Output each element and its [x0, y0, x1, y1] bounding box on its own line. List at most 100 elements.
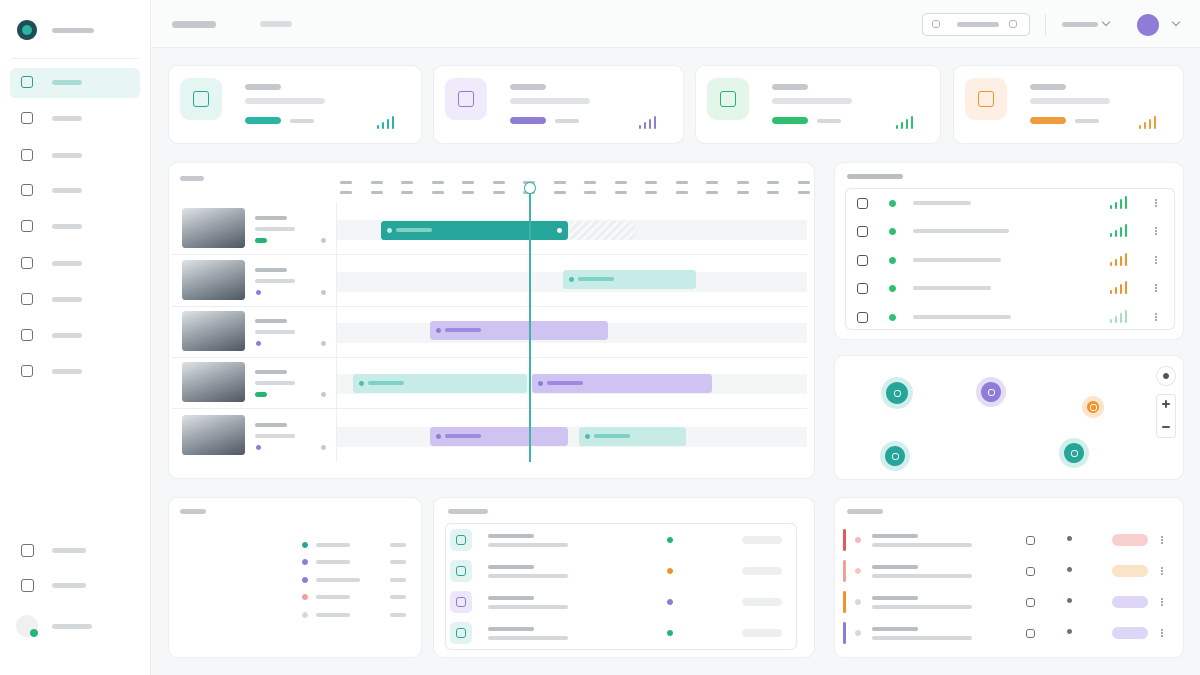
- status-dot: [30, 629, 38, 637]
- room-photo: [182, 415, 245, 455]
- placeholder-text: [431, 181, 444, 184]
- icon: [856, 197, 868, 209]
- separator: [1045, 14, 1046, 36]
- placeholder-text: [872, 543, 972, 547]
- icon: [20, 543, 34, 557]
- status-dot: [556, 227, 562, 233]
- status-dot: [1163, 373, 1169, 379]
- icon: [856, 225, 868, 237]
- status-dot: [855, 630, 861, 636]
- status-pill: [1112, 596, 1148, 608]
- placeholder-text: [797, 191, 810, 194]
- list-icon: [450, 560, 472, 582]
- nav-item[interactable]: [10, 103, 140, 133]
- status-dot: [1137, 14, 1159, 36]
- map-zoom[interactable]: [1156, 394, 1176, 438]
- nav-item[interactable]: [10, 211, 140, 241]
- booking-bar[interactable]: [579, 427, 686, 446]
- status-dot: [1155, 287, 1157, 289]
- status-dot: [435, 328, 441, 333]
- placeholder-text: [847, 174, 903, 179]
- placeholder-text: [872, 534, 918, 538]
- placeholder-text: [872, 636, 972, 640]
- status-dot: [1161, 573, 1163, 575]
- nav-item[interactable]: [10, 570, 140, 600]
- icon: [987, 388, 995, 396]
- icon: [856, 254, 868, 266]
- signal-bar: [654, 116, 656, 129]
- placeholder-text: [390, 578, 406, 582]
- placeholder-text: [316, 578, 360, 582]
- placeholder-text: [462, 181, 474, 184]
- booking-bar[interactable]: [430, 427, 568, 446]
- nav-item[interactable]: [10, 67, 140, 97]
- icon: [1070, 449, 1078, 457]
- icon: [20, 578, 34, 592]
- icon: [1025, 566, 1035, 576]
- placeholder-text: [913, 286, 991, 290]
- status-dot: [255, 289, 261, 295]
- placeholder-text: [1162, 426, 1170, 428]
- placeholder-text: [255, 330, 295, 334]
- placeholder-text: [772, 98, 852, 104]
- status-dot: [1155, 233, 1157, 235]
- placeholder-text: [488, 534, 534, 538]
- placeholder-text: [736, 181, 749, 184]
- placeholder-text: [706, 181, 718, 184]
- booking-bar[interactable]: [563, 270, 696, 289]
- booking-bar[interactable]: [532, 374, 712, 393]
- device-list: [845, 188, 1175, 330]
- status-dot: [1161, 601, 1163, 603]
- placeholder-text: [797, 181, 810, 184]
- room-photo: [182, 260, 245, 300]
- placeholder-text: [492, 181, 505, 184]
- placeholder-text: [553, 191, 566, 194]
- card-icon: [180, 78, 222, 120]
- top-bar: [151, 0, 1200, 48]
- icon: [21, 365, 33, 377]
- icon: [1025, 535, 1035, 545]
- booking-bar[interactable]: [353, 374, 527, 393]
- signal-bar: [1125, 253, 1127, 266]
- placeholder-text: [180, 176, 204, 181]
- icon: [856, 282, 868, 294]
- signal-bar: [1120, 256, 1122, 266]
- signal-bar: [639, 125, 641, 129]
- booking-bar[interactable]: [430, 321, 608, 340]
- nav-item[interactable]: [10, 356, 140, 386]
- nav-item[interactable]: [10, 175, 140, 205]
- placeholder-text: [847, 509, 883, 514]
- card: [168, 497, 422, 658]
- placeholder-text: [448, 509, 488, 514]
- status-dot: [888, 256, 896, 264]
- placeholder-text: [555, 119, 579, 123]
- icon: [458, 91, 474, 107]
- placeholder-text: [817, 119, 841, 123]
- status-dot: [1161, 536, 1163, 538]
- placeholder-text: [1165, 400, 1167, 408]
- placeholder-text: [645, 181, 657, 184]
- status-dot: [358, 381, 364, 386]
- nav-item[interactable]: [10, 320, 140, 350]
- signal-bar: [387, 119, 389, 129]
- status-dot: [1161, 604, 1163, 606]
- signal-bar: [1115, 259, 1117, 266]
- nav-item[interactable]: [10, 284, 140, 314]
- status-dot: [1155, 205, 1157, 207]
- progress-pill: [772, 117, 808, 124]
- progress-pill: [245, 117, 281, 124]
- nav-item[interactable]: [10, 140, 140, 170]
- list-icon: [450, 529, 472, 551]
- signal-bar: [1110, 290, 1112, 294]
- status-dot: [302, 612, 308, 618]
- nav-item[interactable]: [10, 248, 140, 278]
- icon: [21, 184, 33, 196]
- nav-item[interactable]: [10, 535, 140, 565]
- placeholder-text: [1030, 98, 1110, 104]
- placeholder-text: [52, 188, 82, 193]
- placeholder-text: [1062, 22, 1098, 27]
- list-box: [445, 523, 797, 650]
- booking-bar[interactable]: [381, 221, 568, 240]
- status-dot: [888, 227, 896, 235]
- placeholder-text: [316, 543, 350, 547]
